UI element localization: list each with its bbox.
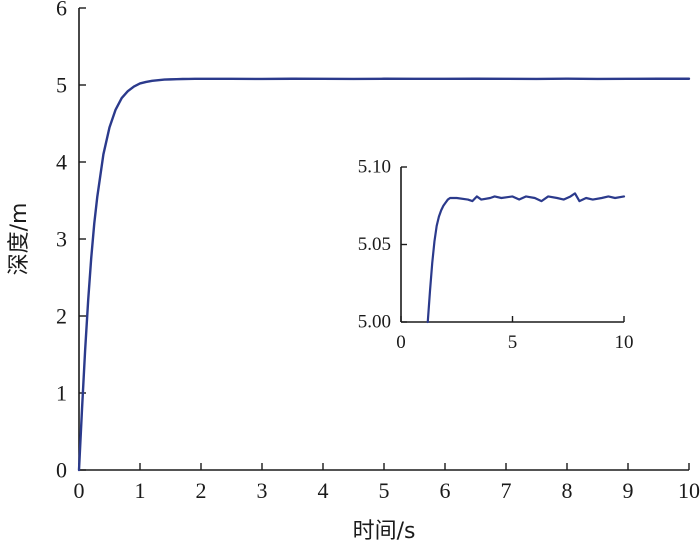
main-y-ticks: 0 1 2 3 4 5 6	[56, 0, 86, 483]
main-x-tick-label: 7	[501, 478, 512, 503]
main-x-tick-label: 0	[74, 478, 85, 503]
main-y-tick-label: 2	[56, 304, 67, 329]
inset-y-tick-label: 5.05	[358, 234, 391, 255]
inset-x-tick-label: 5	[508, 332, 518, 353]
main-y-tick-label: 5	[56, 73, 67, 98]
main-plot: 0 1 2 3 4 5 6 0 1 2 3 4 5 6 7 8 9 10 时间/s 深度/m	[7, 0, 700, 544]
inset-plot: 5.00 5.05 5.10 0 5 10	[358, 157, 634, 354]
main-y-tick-label: 6	[56, 0, 67, 21]
inset-x-ticks: 0 5 10	[396, 316, 634, 353]
main-series-line	[77, 77, 691, 472]
main-x-tick-label: 10	[678, 478, 700, 503]
main-y-tick-label: 0	[56, 458, 67, 483]
main-y-tick-label: 4	[56, 150, 67, 175]
main-y-tick-label: 3	[56, 227, 67, 252]
inset-series-line	[426, 192, 626, 324]
main-x-tick-label: 1	[135, 478, 146, 503]
main-x-tick-label: 6	[440, 478, 451, 503]
main-x-tick-label: 4	[318, 478, 329, 503]
inset-y-tick-label: 5.10	[358, 157, 391, 178]
main-x-tick-label: 5	[379, 478, 390, 503]
inset-x-tick-label: 0	[396, 332, 406, 353]
main-x-tick-label: 8	[562, 478, 573, 503]
main-x-ticks: 0 1 2 3 4 5 6 7 8 9 10	[74, 463, 700, 503]
main-x-tick-label: 3	[257, 478, 268, 503]
main-x-tick-label: 2	[196, 478, 207, 503]
inset-x-tick-label: 10	[615, 332, 634, 353]
inset-y-ticks: 5.00 5.05 5.10	[358, 157, 407, 333]
main-y-tick-label: 1	[56, 381, 67, 406]
main-x-tick-label: 9	[623, 478, 634, 503]
y-axis-label: 深度/m	[7, 203, 32, 276]
x-axis-label: 时间/s	[353, 519, 416, 544]
inset-y-tick-label: 5.00	[358, 312, 391, 333]
